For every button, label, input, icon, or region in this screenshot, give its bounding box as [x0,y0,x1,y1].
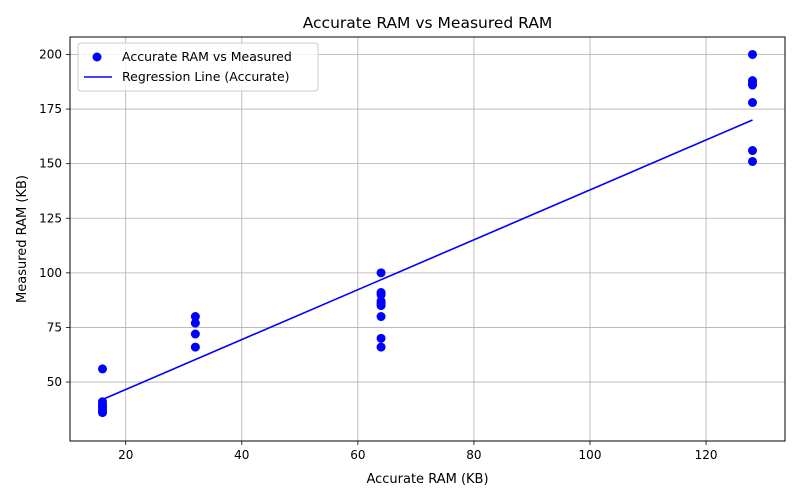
data-point [376,342,386,352]
legend: Accurate RAM vs Measured Regression Line… [77,42,319,92]
chart-title: Accurate RAM vs Measured RAM [303,14,553,32]
data-point [98,408,107,418]
data-point [376,290,386,300]
x-tick-label: 60 [350,448,365,462]
data-point [376,312,386,322]
legend-marker-scatter [92,52,102,62]
y-tick-label: 150 [39,157,62,171]
y-tick-label: 175 [39,102,62,116]
y-tick-label: 100 [39,266,62,280]
data-point [190,342,200,352]
x-tick-label: 100 [579,448,602,462]
data-point [748,49,757,59]
legend-box [77,42,319,92]
data-point [376,268,386,278]
y-axis-title: Measured RAM (KB) [15,175,30,303]
data-point [748,98,757,108]
data-point [190,318,200,328]
x-tick-label: 80 [466,448,481,462]
y-tick-label: 200 [39,47,62,61]
data-point [190,312,200,322]
y-tick-label: 125 [39,211,62,225]
grid-lines [70,37,785,441]
scatter-points [98,49,757,418]
regression-line [102,119,753,401]
data-point [748,80,757,90]
legend-label-line: Regression Line (Accurate) [122,69,290,84]
data-point [190,329,200,339]
data-point [748,156,757,166]
axis-ticks: 20 40 60 80 100 120 50 75 100 125 150 175 200 [39,47,717,462]
x-tick-label: 120 [695,448,718,462]
regression-line-layer [102,119,753,401]
y-tick-label: 75 [47,320,62,334]
data-point [98,364,107,374]
x-axis-title: Accurate RAM (KB) [366,472,488,487]
plot-frame [69,36,786,442]
data-point [376,333,386,343]
legend-label-scatter: Accurate RAM vs Measured [122,49,292,64]
data-point [748,146,757,156]
x-tick-label: 20 [118,448,133,462]
y-tick-label: 50 [47,375,62,389]
x-tick-label: 40 [234,448,249,462]
data-point [376,301,386,311]
